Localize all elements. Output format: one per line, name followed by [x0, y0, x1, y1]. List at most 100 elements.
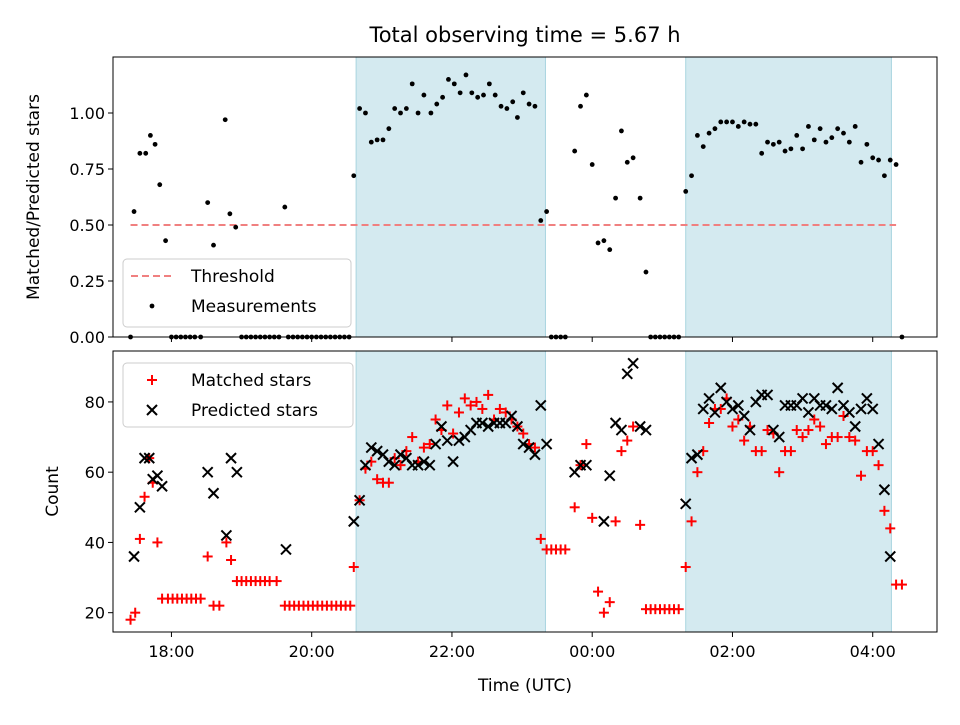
predicted-star-marker-b: [400, 452, 413, 464]
measurement-point: [747, 121, 753, 127]
legend-frame: [122, 258, 352, 328]
predicted-star-marker-b: [207, 487, 220, 499]
predicted-star-marker-b: [621, 368, 633, 380]
measurement-point: [492, 92, 498, 98]
predicted-star-marker-b: [535, 399, 547, 412]
measurement-point: [510, 99, 516, 105]
predicted-star-marker-b: [482, 420, 494, 433]
predicted-star-marker: [134, 501, 146, 514]
predicted-star-marker: [441, 434, 453, 447]
predicted-star-marker: [627, 357, 639, 370]
predicted-star-marker-b: [796, 392, 809, 405]
matched-star-marker: [844, 432, 855, 443]
predicted-star-marker-b: [394, 448, 407, 461]
predicted-star-marker: [861, 392, 873, 405]
predicted-star-marker-b: [429, 438, 442, 450]
predicted-star-marker: [761, 389, 774, 401]
predicted-star-marker: [476, 417, 489, 429]
predicted-star-marker-b: [861, 392, 873, 405]
predicted-star-marker: [680, 498, 692, 510]
measurement-point: [846, 139, 852, 145]
predicted-star-marker: [826, 403, 838, 415]
predicted-star-marker: [482, 420, 494, 433]
measurement-point: [782, 148, 788, 154]
predicted-star-marker: [621, 368, 633, 380]
predicted-star-marker-b: [359, 459, 372, 471]
matched-star-marker: [739, 435, 750, 446]
measurement-point: [637, 195, 643, 201]
matched-star-marker: [604, 597, 615, 608]
x-tick-label: 20:00: [289, 642, 335, 661]
measurement-point: [386, 126, 392, 132]
legend-top: Threshold Measurements: [122, 258, 352, 328]
predicted-star-marker: [359, 459, 372, 471]
predicted-star-marker: [371, 445, 383, 457]
y-axis-label: Matched/Predicted stars: [24, 94, 44, 300]
matched-star-marker: [680, 562, 691, 573]
matched-star-marker: [130, 607, 141, 618]
matched-star-marker: [407, 432, 418, 443]
predicted-star-marker-b: [872, 438, 885, 450]
predicted-star-marker: [138, 452, 151, 464]
predicted-star-marker-b: [691, 448, 704, 461]
predicted-star-marker: [231, 466, 243, 478]
predicted-star-marker-b: [680, 498, 692, 510]
predicted-star-marker: [878, 484, 891, 496]
measurement-point: [694, 133, 700, 138]
x-tick-label: 02:00: [709, 642, 755, 661]
predicted-star-marker: [634, 420, 646, 433]
predicted-star-marker: [128, 550, 140, 563]
predicted-star-marker-b: [231, 466, 243, 478]
measurement-point: [893, 162, 899, 167]
measurement-point: [578, 103, 583, 109]
matched-star-marker: [809, 414, 820, 425]
predicted-star-marker: [843, 406, 856, 419]
matched-star-marker: [152, 537, 163, 548]
matched-star-marker: [518, 428, 529, 439]
measurement-point: [211, 242, 216, 248]
predicted-star-marker-b: [128, 550, 140, 563]
matched-star-marker: [442, 400, 453, 411]
predicted-star-marker: [535, 399, 547, 412]
measurement-point: [475, 94, 481, 100]
observing-interval-shade: [355, 350, 546, 633]
matched-star-marker: [345, 600, 356, 611]
predicted-star-marker: [418, 455, 430, 468]
predicted-star-marker-b: [151, 469, 164, 482]
matched-star-marker: [610, 516, 621, 527]
y-tick-label: 0.25: [69, 272, 105, 291]
predicted-star-marker-b: [802, 406, 815, 419]
predicted-star-marker: [703, 392, 715, 405]
measurement-point: [403, 106, 409, 111]
predicted-star-marker: [424, 459, 436, 471]
y-tick-label: 0.50: [69, 216, 105, 235]
x-tick-label: 04:00: [850, 642, 896, 661]
predicted-star-marker: [796, 392, 809, 405]
measurement-point: [368, 139, 374, 145]
measurement-point: [718, 119, 724, 125]
measurement-point: [434, 101, 440, 107]
measurement-point: [858, 159, 864, 165]
measurement-point: [131, 209, 137, 214]
x-tick-label: 00:00: [569, 642, 615, 661]
legend-measurement-swatch: [149, 303, 155, 309]
matched-star-marker: [535, 533, 546, 544]
matched-star-marker: [692, 467, 703, 478]
matched-star-marker: [756, 446, 767, 457]
predicted-star-marker: [640, 424, 652, 436]
measurement-point: [380, 137, 386, 143]
predicted-star-marker-b: [447, 455, 459, 468]
predicted-star-marker: [394, 448, 407, 461]
measurement-point: [486, 81, 492, 87]
predicted-star-marker-b: [767, 424, 780, 436]
chart-title: Total observing time = 5.67 h: [368, 23, 680, 47]
matched-star-marker: [879, 505, 890, 516]
legend-label: Predicted stars: [191, 401, 318, 421]
matched-star-marker: [202, 551, 213, 562]
measurement-point: [607, 247, 613, 253]
measurement-point: [520, 90, 526, 96]
predicted-star-marker: [280, 543, 292, 556]
measurement-point: [222, 117, 228, 123]
predicted-star-marker: [715, 382, 727, 394]
measurement-point: [421, 92, 427, 98]
